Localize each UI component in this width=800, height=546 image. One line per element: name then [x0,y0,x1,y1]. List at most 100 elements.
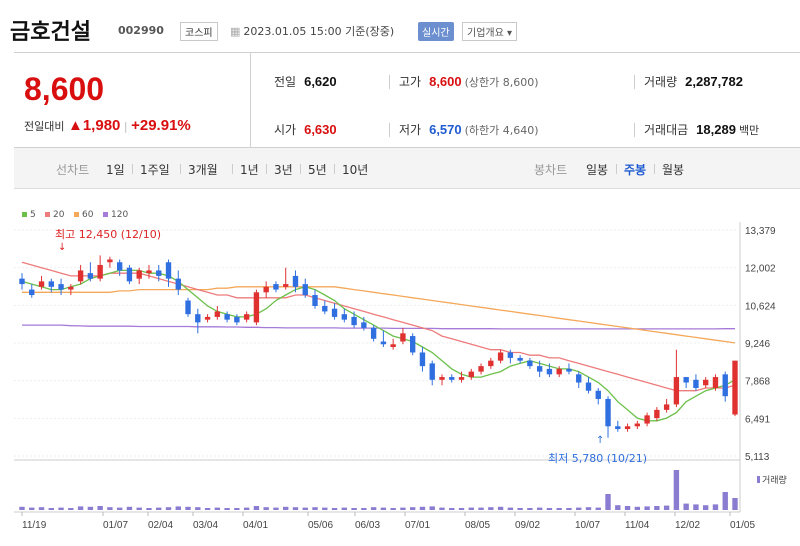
candle-up [634,423,641,427]
period-weekly[interactable]: 주봉 [624,163,647,177]
candle-down [331,308,338,317]
volume-bar [38,507,45,510]
candle-down [116,262,123,271]
volume-bar [58,507,64,510]
high-price: 고가 8,600 (상한가 8,600) [399,73,539,90]
candle-up [400,333,406,342]
volume-legend-marker [757,476,760,483]
candle-down [449,377,455,380]
volume-bar [263,507,269,510]
period-3month[interactable]: 3개월 [188,163,218,177]
candle-up [243,314,250,320]
candle-up [478,366,484,372]
trade-amount: 거래대금 18,289 백만 [644,121,759,138]
volume-bar [546,508,553,510]
current-price: 8,600 [24,71,105,107]
candle-down [175,278,181,290]
x-tick-label: 10/07 [575,520,600,531]
candle-up [644,415,650,424]
candle-up [624,426,631,430]
candle-down [341,314,348,320]
company-overview-button[interactable]: 기업개요 ▾ [462,22,517,41]
volume-bar [77,506,84,510]
volume-bar [292,507,299,510]
volume-bar [380,507,387,510]
x-tick-label: 02/04 [148,520,173,531]
candle-down [517,357,523,361]
volume-bar [439,507,445,510]
prev-value: 6,620 [304,74,337,89]
candle-down [585,382,592,391]
y-tick-label: 5,113 [745,452,770,463]
period-1week[interactable]: 1주일 [140,163,170,177]
candle-down [273,284,279,290]
candle-up [703,379,709,386]
volume-bar [283,506,289,510]
candle-down [165,262,172,279]
volume-bar [185,506,191,510]
volume-bar [146,508,152,510]
volume-bar [19,506,25,510]
volume-bar [732,498,738,510]
candle-down [224,314,230,320]
open-price: 시가 6,630 [274,121,337,138]
period-daily[interactable]: 일봉 [586,163,609,177]
volume-bar [507,507,514,510]
high-value: 8,600 [429,74,462,89]
volume-value: 2,287,782 [685,74,743,89]
period-10year[interactable]: 10년 [342,163,369,177]
trade-volume: 거래량 2,287,782 [644,73,743,90]
candle-up [204,316,211,320]
candle-up [712,377,719,389]
y-tick-label: 12,002 [745,264,776,275]
change-label: 전일대비 [24,120,65,133]
volume-bar [556,508,562,510]
candle-down [576,374,582,383]
divider [334,164,335,174]
candle-down [322,305,328,312]
candle-up [214,311,221,317]
change-percent: +29.91% [131,117,191,134]
volume-bar [497,506,504,510]
x-tick-label: 09/02 [515,520,540,531]
divider [654,164,655,174]
y-tick-label: 6,491 [745,414,770,425]
candle-down [29,289,35,296]
volume-bar [449,508,455,510]
x-tick-label: 01/05 [730,520,755,531]
y-tick-label: 7,868 [745,377,770,388]
volume-bar [536,507,543,510]
candle-up [253,292,260,323]
realtime-button[interactable]: 실시간 [418,22,454,41]
period-3year[interactable]: 3년 [274,163,293,177]
volume-bar [29,507,35,510]
divider [616,164,617,174]
volume-bar [400,507,406,510]
period-monthly[interactable]: 월봉 [662,163,685,177]
candle-up [146,270,152,274]
period-1year[interactable]: 1년 [240,163,259,177]
line-chart-label: 선차트 [56,163,90,177]
volume-bar [390,508,396,510]
volume-bar [351,508,357,510]
volume-bar [419,506,426,510]
period-1day[interactable]: 1일 [106,163,125,177]
open-value: 6,630 [304,122,337,137]
x-tick-label: 03/04 [193,520,218,531]
candle-down [185,300,191,315]
x-tick-label: 04/01 [243,520,268,531]
volume-bar [722,492,728,510]
candle-up [673,377,680,405]
volume-bar [615,505,621,510]
volume-bar [156,507,162,510]
candle-down [312,295,318,306]
divider [634,75,635,89]
volume-bar [488,507,494,510]
legend-ma5: 5 [22,210,36,220]
volume-bar [175,506,181,510]
period-5year[interactable]: 5년 [308,163,327,177]
legend-ma20: 20 [45,210,64,220]
change-value: 1,980 [82,117,121,134]
divider [389,75,390,89]
volume-bar [703,505,709,510]
